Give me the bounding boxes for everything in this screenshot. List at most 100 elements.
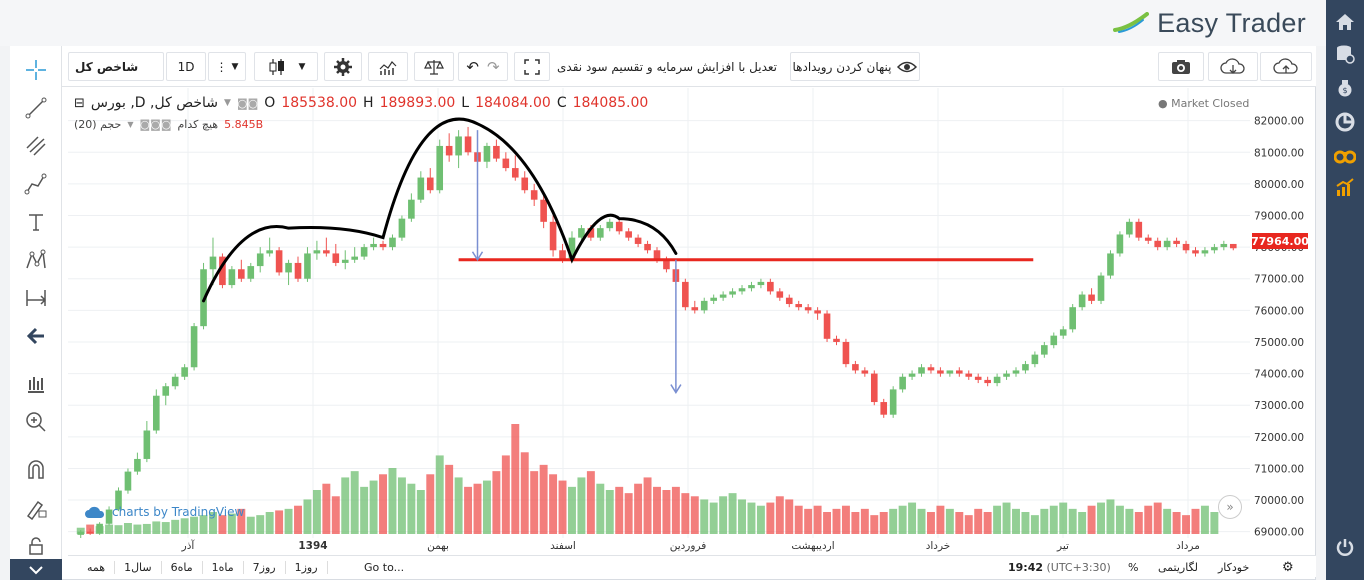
undo-redo-group[interactable]: ↶ ↷	[458, 52, 508, 81]
compare-button[interactable]	[414, 52, 454, 81]
binoculars-icon[interactable]	[1333, 143, 1357, 167]
database-icon[interactable]	[1333, 42, 1357, 66]
range-button[interactable]: 1روز	[286, 560, 328, 574]
ohlc-legend: ⊟ بورس ,D ,شاخص کل ▼ ◙◙ O 185538.00 H 1898…	[74, 95, 649, 111]
symbol-input[interactable]: شاخص کل	[75, 59, 139, 74]
save-layout-button[interactable]	[1260, 52, 1312, 81]
volume-bar	[1134, 512, 1143, 534]
volume-bar	[1144, 505, 1153, 534]
candle-body	[1031, 354, 1039, 365]
volume-bar	[237, 508, 246, 534]
measure-icon[interactable]	[22, 284, 50, 312]
lock-drawings-icon[interactable]	[22, 494, 50, 522]
candle-body	[275, 250, 283, 273]
volume-bar	[1049, 505, 1058, 534]
volume-bar	[284, 508, 293, 534]
candle-body	[946, 370, 954, 374]
collapse-toolbar-button[interactable]	[10, 559, 62, 580]
lock-icon[interactable]	[22, 532, 50, 560]
chart-style-button[interactable]: ▼	[254, 52, 318, 81]
home-icon[interactable]	[1333, 10, 1357, 34]
goto-button[interactable]: Go to...	[364, 560, 405, 574]
candle-body	[370, 243, 377, 248]
scroll-right-button[interactable]: »	[1218, 495, 1242, 519]
indicators-icon[interactable]	[22, 370, 50, 398]
pattern-icon[interactable]	[22, 246, 50, 274]
log-toggle[interactable]: لگاریتمی	[1158, 560, 1198, 574]
range-button[interactable]: 6ماه	[162, 560, 203, 574]
more-dots-icon: ⋮	[215, 59, 228, 74]
series-title: بورس ,D ,شاخص کل	[90, 95, 219, 111]
volume-bar	[709, 502, 718, 534]
indicators-button[interactable]	[368, 52, 408, 81]
candle-body	[408, 199, 415, 219]
time-axis[interactable]: آذر 1394 بهمن اسفند فروردین اردیبهشت خرداد تیر م…	[68, 536, 1250, 554]
volume-bar	[492, 471, 501, 534]
volume-bar	[653, 486, 661, 534]
volume-bar	[671, 486, 680, 534]
tradingview-watermark[interactable]: charts by TradingView	[84, 505, 244, 519]
candle-body	[700, 300, 708, 311]
candle-body	[152, 395, 160, 431]
load-layout-button[interactable]	[1208, 52, 1258, 81]
hide-events-button[interactable]: پنهان کردن رویدادها	[790, 52, 920, 81]
volume-bar	[605, 490, 614, 534]
volume-bar	[511, 424, 520, 534]
volume-bar	[530, 471, 539, 534]
caret-down-icon[interactable]: ▼	[224, 98, 231, 108]
volume-bar	[813, 505, 822, 534]
power-icon[interactable]	[1333, 535, 1357, 559]
candle-body	[861, 370, 869, 374]
visibility-icons[interactable]: ◙◙	[236, 96, 259, 110]
brush-icon[interactable]	[22, 170, 50, 198]
settings-button[interactable]	[324, 52, 362, 81]
pitchfork-icon[interactable]	[22, 132, 50, 160]
volume-bar	[1200, 505, 1209, 534]
range-button[interactable]: 7روز	[244, 560, 286, 574]
brand-logo[interactable]: Easy Trader	[1113, 8, 1306, 38]
crosshair-icon[interactable]	[22, 56, 50, 84]
volume-visibility-icons[interactable]: ◙◙◙	[139, 118, 172, 131]
redo-icon[interactable]: ↷	[487, 57, 500, 76]
volume-bar	[133, 524, 142, 534]
percent-toggle[interactable]: %	[1128, 560, 1139, 574]
price-chart[interactable]	[68, 88, 1254, 554]
zoom-in-icon[interactable]	[22, 408, 50, 436]
legend-collapse-icon[interactable]: ⊟	[74, 95, 85, 111]
volume-bar	[851, 512, 860, 534]
clock: 19:42 (UTC+3:30)	[1008, 560, 1111, 574]
caret-down-icon[interactable]: ▼	[127, 120, 134, 129]
volume-bar	[1210, 512, 1219, 534]
volume-bar	[218, 515, 227, 534]
text-icon[interactable]	[22, 208, 50, 236]
open-value: 185538.00	[281, 95, 358, 111]
volume-bar	[974, 508, 983, 534]
price-axis[interactable]: 82000.0081000.0080000.0079000.0078000.00…	[1250, 88, 1316, 552]
price-tick-label: 75000.00	[1254, 337, 1304, 349]
interval-button[interactable]: 1D	[166, 52, 206, 81]
symbol-search[interactable]: شاخص کل	[68, 52, 164, 81]
volume-bar	[1097, 502, 1105, 534]
interval-menu-button[interactable]: ⋮ ▼	[208, 52, 246, 81]
drawing-toolbar	[10, 46, 62, 580]
trend-line-icon[interactable]	[22, 94, 50, 122]
adjust-dividends-toggle[interactable]: تعدیل با افزایش سرمایه و تقسیم سود نقدی	[556, 52, 786, 81]
auto-scale-toggle[interactable]: خودکار	[1218, 560, 1250, 574]
snapshot-button[interactable]	[1158, 52, 1204, 81]
volume-bar	[870, 515, 879, 534]
fullscreen-button[interactable]	[514, 52, 550, 81]
chart-pie-icon[interactable]	[1333, 110, 1357, 134]
candle-body	[417, 177, 425, 200]
settings-gear-icon[interactable]: ⚙	[1282, 559, 1294, 575]
money-bag-icon[interactable]: $	[1333, 76, 1357, 100]
undo-icon[interactable]: ↶	[466, 57, 479, 76]
range-buttons: همه 1سال 6ماه 1ماه 7روز 1روز	[78, 559, 328, 575]
magnet-icon[interactable]	[22, 456, 50, 484]
range-button[interactable]: 1سال	[115, 560, 162, 574]
back-arrow-icon[interactable]	[22, 322, 50, 350]
bar-chart-icon[interactable]	[1333, 176, 1357, 200]
candle-body	[644, 243, 651, 251]
candle-body	[549, 221, 557, 251]
range-button[interactable]: 1ماه	[203, 560, 244, 574]
range-button[interactable]: همه	[78, 560, 116, 574]
